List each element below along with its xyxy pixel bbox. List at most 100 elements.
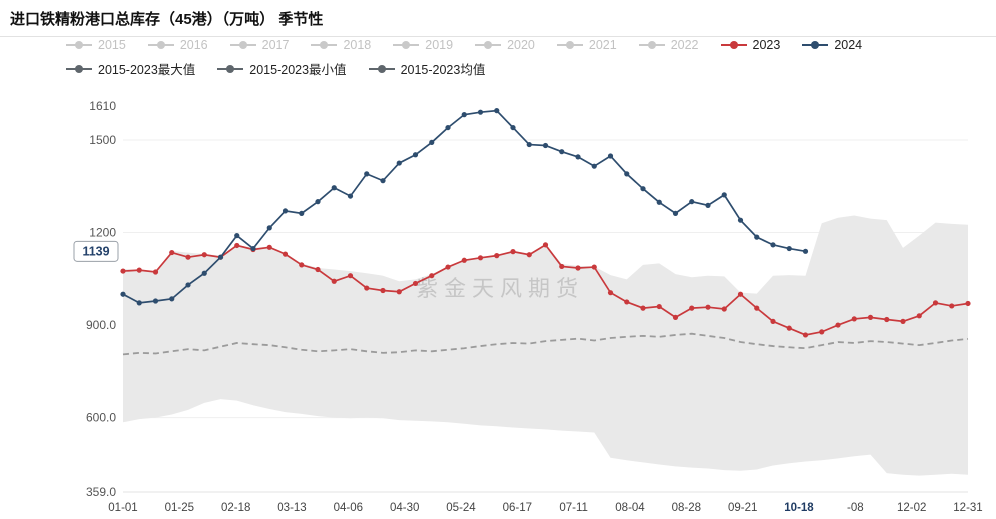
legend-item-2017[interactable]: 2017 (229, 38, 290, 52)
y-axis-label: 900.0 (86, 318, 116, 332)
legend-marker-icon (638, 41, 665, 49)
series-2024-line-point (737, 217, 744, 223)
x-axis-label: 12-02 (897, 502, 926, 514)
min-max-band (123, 215, 968, 476)
series-2024-line-point (445, 124, 451, 131)
legend-label: 2019 (425, 38, 454, 52)
legend-item-2015-2023最大值[interactable]: 2015-2023最大值 (66, 59, 195, 78)
series-2023-line-point (867, 314, 874, 320)
legend-item-2015-2023均值[interactable]: 2015-2023均值 (368, 59, 485, 78)
legend-label: 2017 (261, 38, 290, 52)
legend-item-2020[interactable]: 2020 (475, 38, 535, 52)
series-2024-line-point (575, 154, 581, 160)
series-2023-line-point (315, 266, 321, 273)
legend-label: 2016 (179, 38, 208, 52)
series-2023-line-point (737, 291, 744, 297)
x-axis-label: 12-31 (953, 502, 982, 514)
series-2023-line-point (136, 267, 142, 273)
series-2024-line-point (721, 192, 727, 198)
legend-item-2024[interactable]: 2024 (802, 38, 862, 52)
x-axis-label: 07-11 (559, 502, 588, 514)
series-2023-line-point (819, 329, 825, 335)
legend-item-2019[interactable]: 2019 (393, 38, 453, 52)
series-2023-line-point (559, 263, 565, 270)
current-value-label: 1139 (82, 244, 109, 258)
series-2024-line-point (120, 291, 126, 297)
series-2023-line-point (770, 318, 776, 324)
legend-row-years: 2015 2016 2017 2018 2019 2020 2021 2022 2023 2024 (66, 38, 862, 52)
legend-item-2022[interactable]: 2022 (638, 38, 699, 52)
series-2024-line-point (624, 171, 630, 177)
x-axis-label: 06-17 (503, 502, 532, 514)
series-2023-line-point (932, 300, 939, 306)
series-2023-line-point (575, 265, 581, 271)
x-axis-label: 03-13 (277, 502, 306, 514)
x-axis-label-current: 10-18 (784, 502, 814, 514)
series-2023-line-point (234, 242, 240, 249)
series-2024-line-point (217, 254, 224, 260)
series-2023-line-point (656, 303, 662, 310)
series-2024-line-point (802, 248, 809, 254)
series-2024-line-point (689, 199, 695, 205)
series-2024-line-point (185, 282, 191, 288)
series-2024-line-point (429, 139, 435, 146)
x-axis-label: -08 (847, 502, 864, 514)
legend-label: 2024 (834, 38, 863, 52)
series-2023-line-point (607, 290, 614, 296)
current-value-badge (73, 240, 119, 262)
series-2023-line-point (461, 257, 467, 263)
series-2023-line-point (299, 262, 305, 268)
series-2023-line-point (120, 268, 126, 274)
series-2023-line-point (510, 249, 516, 255)
legend-item-2016[interactable]: 2016 (147, 38, 208, 52)
series-2023-line-point (396, 289, 402, 295)
series-2023-line-point (624, 299, 630, 305)
series-2023-line-point (721, 306, 727, 312)
series-2024-line-point (672, 210, 679, 216)
series-2024-line-point (201, 270, 207, 276)
series-2023-line-point (266, 244, 272, 250)
legend-marker-icon (556, 41, 583, 49)
series-2023-line-point (884, 316, 890, 323)
series-2023-line-point (201, 252, 207, 258)
series-2023-line-point (445, 264, 451, 270)
series-2024-line-point (380, 178, 386, 184)
page-title: 进口铁精粉港口总库存（45港）（万吨） 季节性 (10, 11, 324, 28)
series-2024-line-point (640, 186, 646, 192)
series-2023-line-point (185, 254, 191, 260)
x-axis-label: 01-25 (165, 502, 194, 514)
x-axis-label: 05-24 (446, 502, 476, 514)
legend-label: 2018 (343, 38, 372, 52)
legend-marker-icon (66, 64, 92, 73)
legend-label: 2023 (752, 38, 781, 52)
series-2024-line-point (315, 199, 321, 205)
series-2023-line-point (331, 278, 337, 284)
series-2024-line-point (526, 141, 532, 148)
series-2023-line-point (705, 304, 711, 310)
series-2024-line-point (591, 163, 597, 169)
legend-marker-icon (368, 64, 395, 73)
series-2024-line-point (364, 171, 370, 177)
watermark: 紫金天风期货 (416, 276, 584, 301)
legend-marker-icon (393, 41, 420, 49)
series-2024-line-point (494, 108, 500, 114)
legend-item-2015-2023最小值[interactable]: 2015-2023最小值 (217, 59, 347, 78)
series-2023-line-point (152, 269, 159, 275)
series-2023-line-point (412, 280, 419, 287)
legend-item-2015[interactable]: 2015 (66, 38, 126, 52)
series-2023-line-point (672, 314, 679, 320)
series-2024-line-point (234, 232, 240, 239)
legend-item-2023[interactable]: 2023 (720, 38, 781, 52)
series-2023-line-point (754, 305, 760, 311)
series-2024-line-point (136, 300, 142, 306)
legend-label: 2015 (98, 38, 126, 52)
x-axis-label: 09-21 (728, 502, 757, 514)
series-2023-line-point (689, 305, 695, 311)
legend-item-2021[interactable]: 2021 (556, 38, 617, 52)
series-2023-line-point (542, 242, 549, 248)
legend-item-2018[interactable]: 2018 (311, 38, 371, 52)
chart-header: 进口铁精粉港口总库存（45港）（万吨） 季节性 (0, 0, 996, 37)
series-2024-line-point (169, 296, 175, 302)
legend-marker-icon (802, 41, 829, 49)
y-axis-label: 1200 (89, 226, 116, 240)
